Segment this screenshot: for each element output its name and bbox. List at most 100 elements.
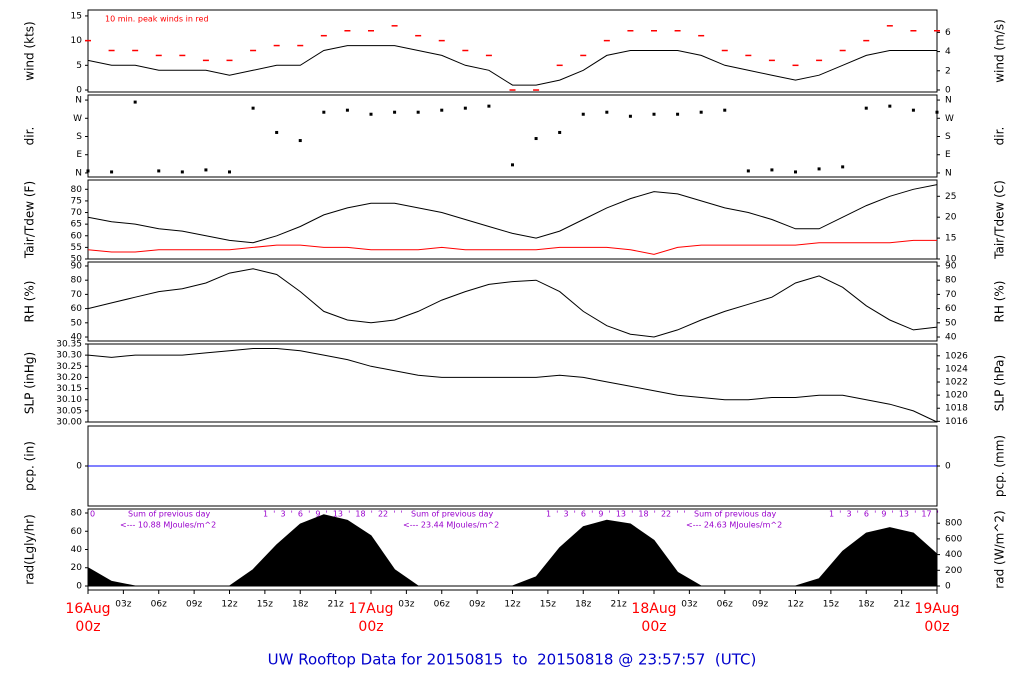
dir-point (558, 130, 562, 134)
data-line (87, 239, 937, 255)
x-tick-label: 18z (858, 600, 874, 610)
y-axis-label: wind (kts) (23, 21, 37, 80)
footer-title: UW Rooftop Data for 20150815 to 20150818… (268, 651, 757, 669)
y2-tick-label: 600 (945, 534, 962, 544)
panel-frame (87, 343, 938, 423)
x-day-label: 16Aug (65, 601, 110, 617)
y2-axis-label: wind (m/s) (993, 19, 1007, 83)
x-tick-label: 18z (575, 600, 591, 610)
y-tick-label: 30.35 (56, 340, 82, 350)
x-day-sublabel: 00z (641, 619, 666, 635)
note-total: <--- 24.63 MJoules/m^2 (686, 521, 782, 530)
dir-point (817, 167, 821, 171)
y-tick-label: 50 (71, 255, 83, 265)
x-tick-label: 21z (894, 600, 910, 610)
dir-point (511, 163, 514, 167)
dir-point (864, 106, 868, 110)
y-tick-label: 0 (76, 86, 82, 96)
hour-marks: 1 ' 3 ' 6 ' 9 ' 13 ' 17 ' (829, 510, 939, 519)
x-day-label: 19Aug (914, 601, 959, 617)
dir-point (723, 108, 727, 112)
y-tick-label: 65 (71, 220, 82, 230)
hour-marks: 1 ' 3 ' 6 ' 9 ' 13 ' 18 ' 22 ' ' (263, 510, 403, 519)
note-sum: Sum of previous day (694, 510, 776, 519)
x-tick-label: 12z (221, 600, 237, 610)
y2-tick-label: 0 (945, 85, 951, 95)
dir-point (180, 170, 184, 174)
y-tick-label: 90 (71, 261, 83, 271)
y-tick-label: 70 (71, 290, 83, 300)
y2-axis-label: pcp. (mm) (993, 435, 1007, 497)
x-tick-label: 12z (504, 600, 520, 610)
y-tick-label: 60 (71, 304, 83, 314)
dir-point (440, 108, 444, 112)
dir-point (794, 170, 797, 174)
y-tick-label: 30.10 (56, 395, 82, 405)
x-tick-label: 03z (115, 600, 131, 610)
y2-axis-label: rad (W/m^2) (993, 510, 1007, 588)
y2-tick-label: 6 (945, 28, 951, 38)
dir-point (770, 168, 774, 172)
data-line (87, 268, 938, 338)
dir-point (628, 114, 632, 118)
y2-tick-label: 1020 (945, 391, 968, 401)
panel-frame (87, 261, 938, 342)
y2-tick-label: 50 (945, 318, 957, 328)
y-tick-label: 0 (76, 581, 82, 591)
note-total: <--- 10.88 MJoules/m^2 (120, 521, 216, 530)
y2-tick-label: 10 (945, 255, 957, 265)
y-tick-label: 80 (71, 185, 83, 195)
x-day-sublabel: 00z (358, 619, 383, 635)
y-tick-label: 15 (71, 11, 82, 21)
dir-point (133, 100, 137, 104)
y-tick-label: 30.30 (56, 351, 82, 361)
y-tick-label: N (75, 96, 82, 106)
data-line (87, 45, 937, 86)
y-tick-label: E (76, 150, 82, 160)
y2-tick-label: 1026 (945, 351, 968, 361)
x-tick-label: 06z (717, 600, 733, 610)
dir-point (345, 108, 349, 112)
y2-tick-label: 1022 (945, 378, 968, 388)
dir-point (935, 110, 939, 114)
x-tick-label: 12z (787, 600, 803, 610)
x-tick-label: 03z (398, 600, 414, 610)
y-tick-label: W (73, 114, 82, 124)
y-axis-label: Tair/Tdew (F) (23, 181, 37, 259)
y-tick-label: 75 (71, 196, 82, 206)
x-tick-label: 03z (681, 600, 697, 610)
x-tick-label: 15z (257, 600, 273, 610)
dir-point (157, 169, 161, 173)
y-tick-label: 40 (71, 545, 83, 555)
y2-axis-label: dir. (993, 127, 1007, 146)
y2-tick-label: 15 (945, 234, 956, 244)
dir-point (841, 165, 845, 169)
y2-tick-label: E (945, 150, 951, 160)
data-area (87, 514, 938, 587)
y2-tick-label: 90 (945, 261, 957, 271)
y-tick-label: 10 (71, 36, 83, 46)
dir-point (275, 130, 279, 134)
y2-tick-label: S (945, 132, 951, 142)
x-day-sublabel: 00z (924, 619, 949, 635)
y2-tick-label: 20 (945, 213, 957, 223)
panel-frame (87, 9, 938, 93)
y-tick-label: 70 (71, 208, 83, 218)
dir-point (228, 170, 231, 174)
dir-point (581, 112, 585, 116)
y-axis-label: pcp. (in) (23, 441, 37, 491)
dir-point (652, 112, 656, 116)
y2-tick-label: 1024 (945, 364, 968, 374)
y2-tick-label: 60 (945, 304, 957, 314)
y-tick-label: 80 (71, 509, 83, 519)
note-sum: Sum of previous day (128, 510, 210, 519)
note-sum: Sum of previous day (411, 510, 493, 519)
y-axis-label: SLP (inHg) (23, 352, 37, 414)
y2-tick-label: N (945, 96, 952, 106)
y-tick-label: 55 (71, 243, 82, 253)
y2-tick-label: 80 (945, 276, 957, 286)
y2-tick-label: 0 (945, 581, 951, 591)
y-tick-label: 60 (71, 231, 83, 241)
dir-point (416, 110, 420, 114)
